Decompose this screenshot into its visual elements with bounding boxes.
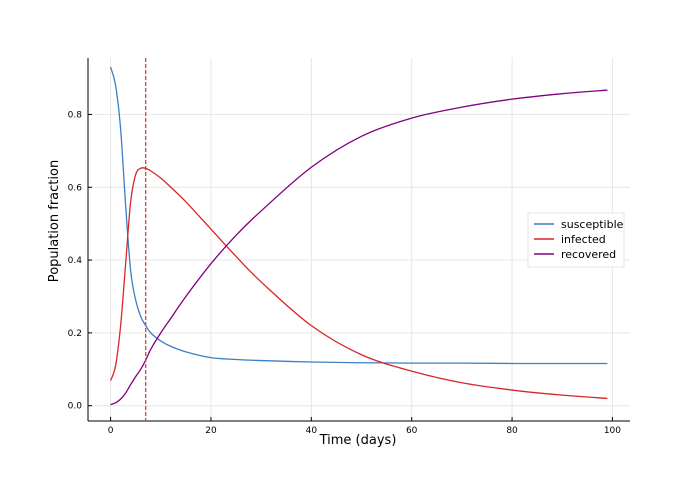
x-tick-label: 20 xyxy=(205,426,217,436)
legend-label-infected: infected xyxy=(561,233,606,246)
axes xyxy=(87,58,630,422)
x-axis-label: Time (days) xyxy=(319,433,397,448)
legend-label-susceptible: susceptible xyxy=(561,218,624,231)
x-tick-label: 60 xyxy=(406,426,418,436)
legend: susceptible infected recovered xyxy=(527,212,625,268)
tick-labels: 0 20 40 60 80 100 0.0 0.2 0.4 0.6 0.8 xyxy=(68,110,622,436)
legend-label-recovered: recovered xyxy=(561,248,616,261)
series-line-recovered xyxy=(110,89,608,406)
y-tick-label: 0.0 xyxy=(68,402,83,412)
series-lines xyxy=(109,66,608,406)
x-tick-label: 40 xyxy=(306,426,318,436)
y-tick-label: 0.4 xyxy=(68,256,83,266)
x-tick-label: 80 xyxy=(506,426,518,436)
y-axis-label: Population fraction xyxy=(47,160,62,282)
y-tick-label: 0.6 xyxy=(68,183,83,193)
y-tick-label: 0.2 xyxy=(68,329,82,339)
x-tick-label: 100 xyxy=(604,426,621,436)
x-tick-label: 0 xyxy=(108,426,114,436)
legend-box xyxy=(527,212,625,268)
series-line-infected xyxy=(109,167,608,400)
y-tick-label: 0.8 xyxy=(68,110,83,120)
